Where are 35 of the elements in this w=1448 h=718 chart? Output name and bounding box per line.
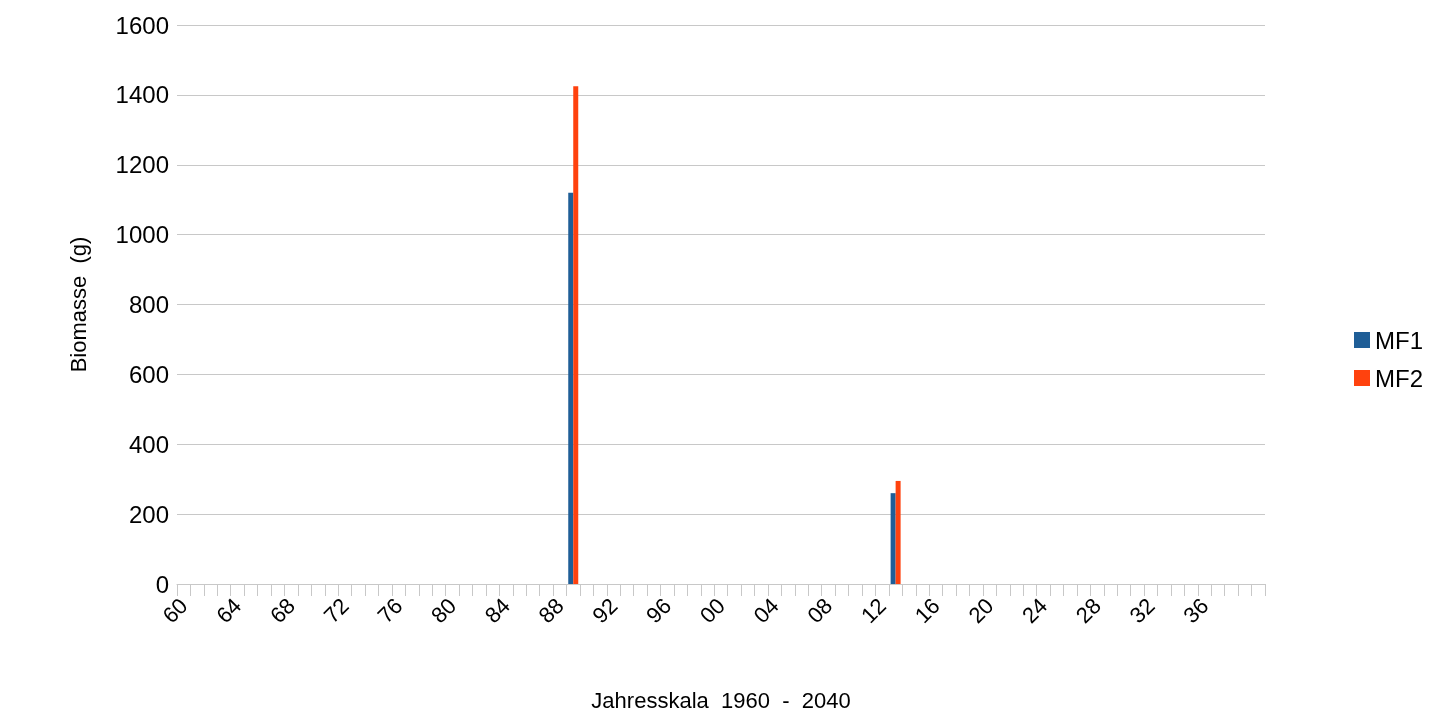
x-tick-label: 92 [587,593,623,629]
x-tick-label: 04 [748,593,784,629]
x-tick-label: 88 [533,593,569,629]
x-tick-label: 24 [1017,593,1053,629]
x-tick-label: 08 [802,593,838,629]
y-tick-label: 800 [128,291,169,318]
x-tick-label: 72 [318,593,354,629]
y-tick-label: 200 [128,500,169,528]
x-axis-title: Jahresskala 1960 - 2040 [591,687,851,713]
x-tick-label: 16 [909,593,945,629]
bar [895,480,901,584]
bar [890,493,896,584]
x-tick-label: 84 [479,593,515,629]
x-tick-label: 20 [963,593,999,629]
x-tick-label: 64 [211,593,247,629]
y-tick-label: 1400 [115,81,169,109]
x-tick-label: 76 [372,593,408,629]
bar [568,192,574,584]
x-tick-label: 68 [265,593,301,629]
legend-label: MF1 [1375,326,1423,354]
y-tick-label: 1600 [115,11,169,39]
x-tick-label: 36 [1178,593,1214,629]
x-tick-label: 12 [856,593,892,629]
x-tick-label: 32 [1124,593,1160,629]
y-tick-label: 1000 [115,221,169,249]
bar [573,86,579,584]
legend-label: MF2 [1375,364,1423,392]
y-tick-label: 1200 [115,151,169,179]
y-tick-label: 400 [128,430,169,458]
x-tick-label: 28 [1070,593,1106,629]
y-tick-label: 600 [128,360,169,388]
x-tick-label: 96 [641,593,677,629]
x-tick-label: 80 [426,593,462,629]
x-tick-label: 00 [694,593,730,629]
y-axis-title: Biomasse (g) [65,236,91,373]
